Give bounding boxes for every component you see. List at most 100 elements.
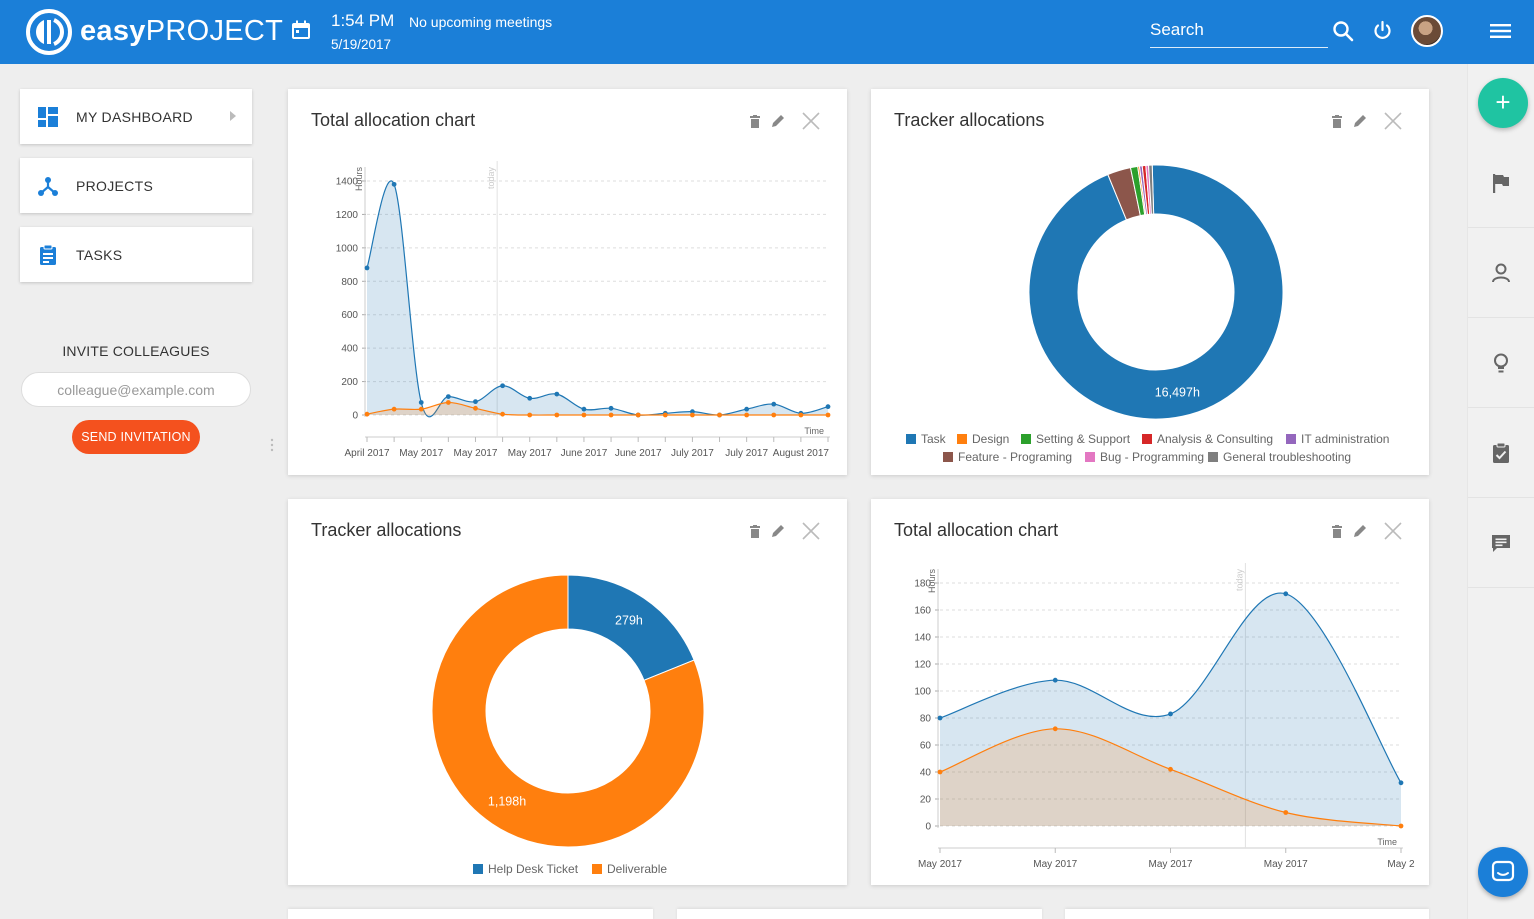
trash-icon[interactable]	[1331, 115, 1343, 129]
rail-item-idea[interactable]	[1468, 318, 1534, 408]
y-tick-label: 1000	[336, 243, 359, 254]
rail-item-flag[interactable]	[1468, 138, 1534, 228]
legend-item[interactable]: Help Desk Ticket	[473, 862, 578, 876]
legend-item[interactable]: Bug - Programming	[1085, 450, 1204, 464]
widget-total-allocation-chart-1: Total allocation chart 0 200 400 600 800 1000…	[288, 89, 847, 475]
widget-title: Tracker allocations	[311, 520, 462, 540]
widget-title: Total allocation chart	[311, 110, 476, 130]
legend-item[interactable]: Task	[906, 432, 946, 446]
y-tick-label: 600	[341, 310, 358, 321]
legend-label: Bug - Programming	[1100, 450, 1205, 464]
invite-email-input[interactable]	[21, 372, 251, 407]
legend-item[interactable]: General troubleshooting	[1208, 450, 1351, 464]
legend-item[interactable]: IT administration	[1286, 432, 1389, 446]
close-icon[interactable]	[801, 521, 821, 541]
hamburger-menu-icon[interactable]	[1490, 23, 1511, 39]
legend-item[interactable]: Analysis & Consulting	[1142, 432, 1273, 446]
data-point	[418, 406, 424, 412]
y-tick-label: 200	[341, 377, 358, 388]
legend-item[interactable]: Feature - Programing	[943, 450, 1072, 464]
y-tick-label: 80	[920, 714, 932, 725]
sidebar-item-label: PROJECTS	[76, 178, 154, 194]
top-bar: easyPROJECT 1:54 PM 5/19/2017 No upcomin…	[0, 0, 1534, 64]
data-point	[717, 412, 722, 418]
data-point	[554, 391, 560, 397]
resize-handle-icon[interactable]	[270, 438, 274, 452]
brand-bold: easy	[80, 15, 146, 47]
power-icon[interactable]	[1372, 20, 1393, 41]
x-tick-label: May 2017	[399, 448, 443, 459]
brand-name[interactable]: easyPROJECT	[80, 14, 283, 48]
close-icon[interactable]	[1383, 111, 1403, 131]
edit-pencil-icon[interactable]	[1353, 524, 1367, 538]
easy-project-logo-icon[interactable]	[26, 9, 72, 55]
legend-item[interactable]: Design	[957, 432, 1009, 446]
support-chat-button[interactable]	[1478, 847, 1528, 897]
sidebar-item-tasks[interactable]: TASKS	[20, 227, 252, 282]
slice-value-label: 16,497h	[1155, 385, 1200, 399]
data-point	[937, 715, 943, 721]
widget-tracker-allocations-1: Tracker allocations 16,497h Task Design Se…	[871, 89, 1429, 475]
sidebar-item-label: MY DASHBOARD	[76, 109, 193, 125]
legend-label: Help Desk Ticket	[488, 862, 579, 876]
legend-swatch	[1286, 434, 1296, 444]
legend-swatch	[473, 864, 483, 874]
x-tick-label: August 2017	[773, 448, 830, 459]
data-point	[1398, 780, 1404, 786]
data-point	[418, 400, 424, 405]
data-point	[690, 409, 695, 415]
edit-pencil-icon[interactable]	[771, 524, 785, 538]
y-tick-label: 60	[920, 741, 932, 752]
edit-pencil-icon[interactable]	[1353, 114, 1367, 128]
widget-tools	[1331, 111, 1409, 133]
legend-item[interactable]: Deliverable	[592, 862, 667, 876]
close-icon[interactable]	[1383, 521, 1403, 541]
chevron-right-icon	[230, 111, 236, 121]
edit-pencil-icon[interactable]	[771, 114, 785, 128]
data-point	[825, 404, 831, 410]
series-area	[940, 593, 1401, 826]
x-axis-label: Time	[1377, 837, 1397, 847]
sidebar-item-label: TASKS	[76, 247, 123, 263]
trash-icon[interactable]	[749, 525, 761, 539]
chart-legend: Task Design Setting & Support Analysis & Co…	[871, 89, 1429, 475]
add-button[interactable]: +	[1478, 78, 1528, 128]
search-input[interactable]: Search	[1150, 17, 1328, 48]
data-point	[473, 405, 478, 411]
y-tick-label: 400	[341, 344, 358, 355]
data-point	[635, 412, 641, 418]
area-chart: 0 20 40 60 80 100 120 140 160 180 today Hours Time Ma…	[914, 563, 1415, 870]
y-axis-label: Hours	[354, 166, 364, 191]
donut-chart: 279h 1,198h	[431, 574, 705, 848]
series-area	[940, 728, 1401, 826]
trash-icon[interactable]	[1331, 525, 1343, 539]
data-point	[391, 406, 397, 412]
today-label: today	[486, 166, 496, 189]
calendar-icon[interactable]	[290, 19, 312, 41]
y-tick-label: 140	[914, 633, 931, 644]
projects-icon	[38, 177, 58, 196]
series-line	[939, 592, 1402, 784]
widget-peek	[677, 909, 1042, 919]
legend-item[interactable]: Setting & Support	[1021, 432, 1130, 446]
y-tick-label: 1200	[336, 210, 359, 221]
rail-item-chat[interactable]	[1468, 498, 1534, 588]
upcoming-meetings[interactable]: No upcoming meetings	[409, 14, 553, 30]
y-tick-label: 800	[341, 277, 358, 288]
rail-item-checklist[interactable]	[1468, 408, 1534, 498]
donut-chart: 16,497h	[1028, 164, 1284, 420]
y-axis-label: Hours	[927, 568, 937, 593]
comment-icon	[1492, 535, 1510, 552]
sidebar-item-projects[interactable]: PROJECTS	[20, 158, 252, 213]
trash-icon[interactable]	[749, 115, 761, 129]
avatar[interactable]	[1411, 15, 1443, 47]
send-invitation-button[interactable]: SEND INVITATION	[72, 420, 200, 454]
close-icon[interactable]	[801, 111, 821, 131]
search-icon[interactable]	[1332, 20, 1354, 42]
widget-tools	[749, 521, 827, 543]
data-point	[527, 395, 533, 401]
data-point	[554, 412, 560, 418]
rail-item-user[interactable]	[1468, 228, 1534, 318]
sidebar-item-my-dashboard[interactable]: MY DASHBOARD	[20, 89, 252, 144]
data-point	[1168, 711, 1173, 717]
